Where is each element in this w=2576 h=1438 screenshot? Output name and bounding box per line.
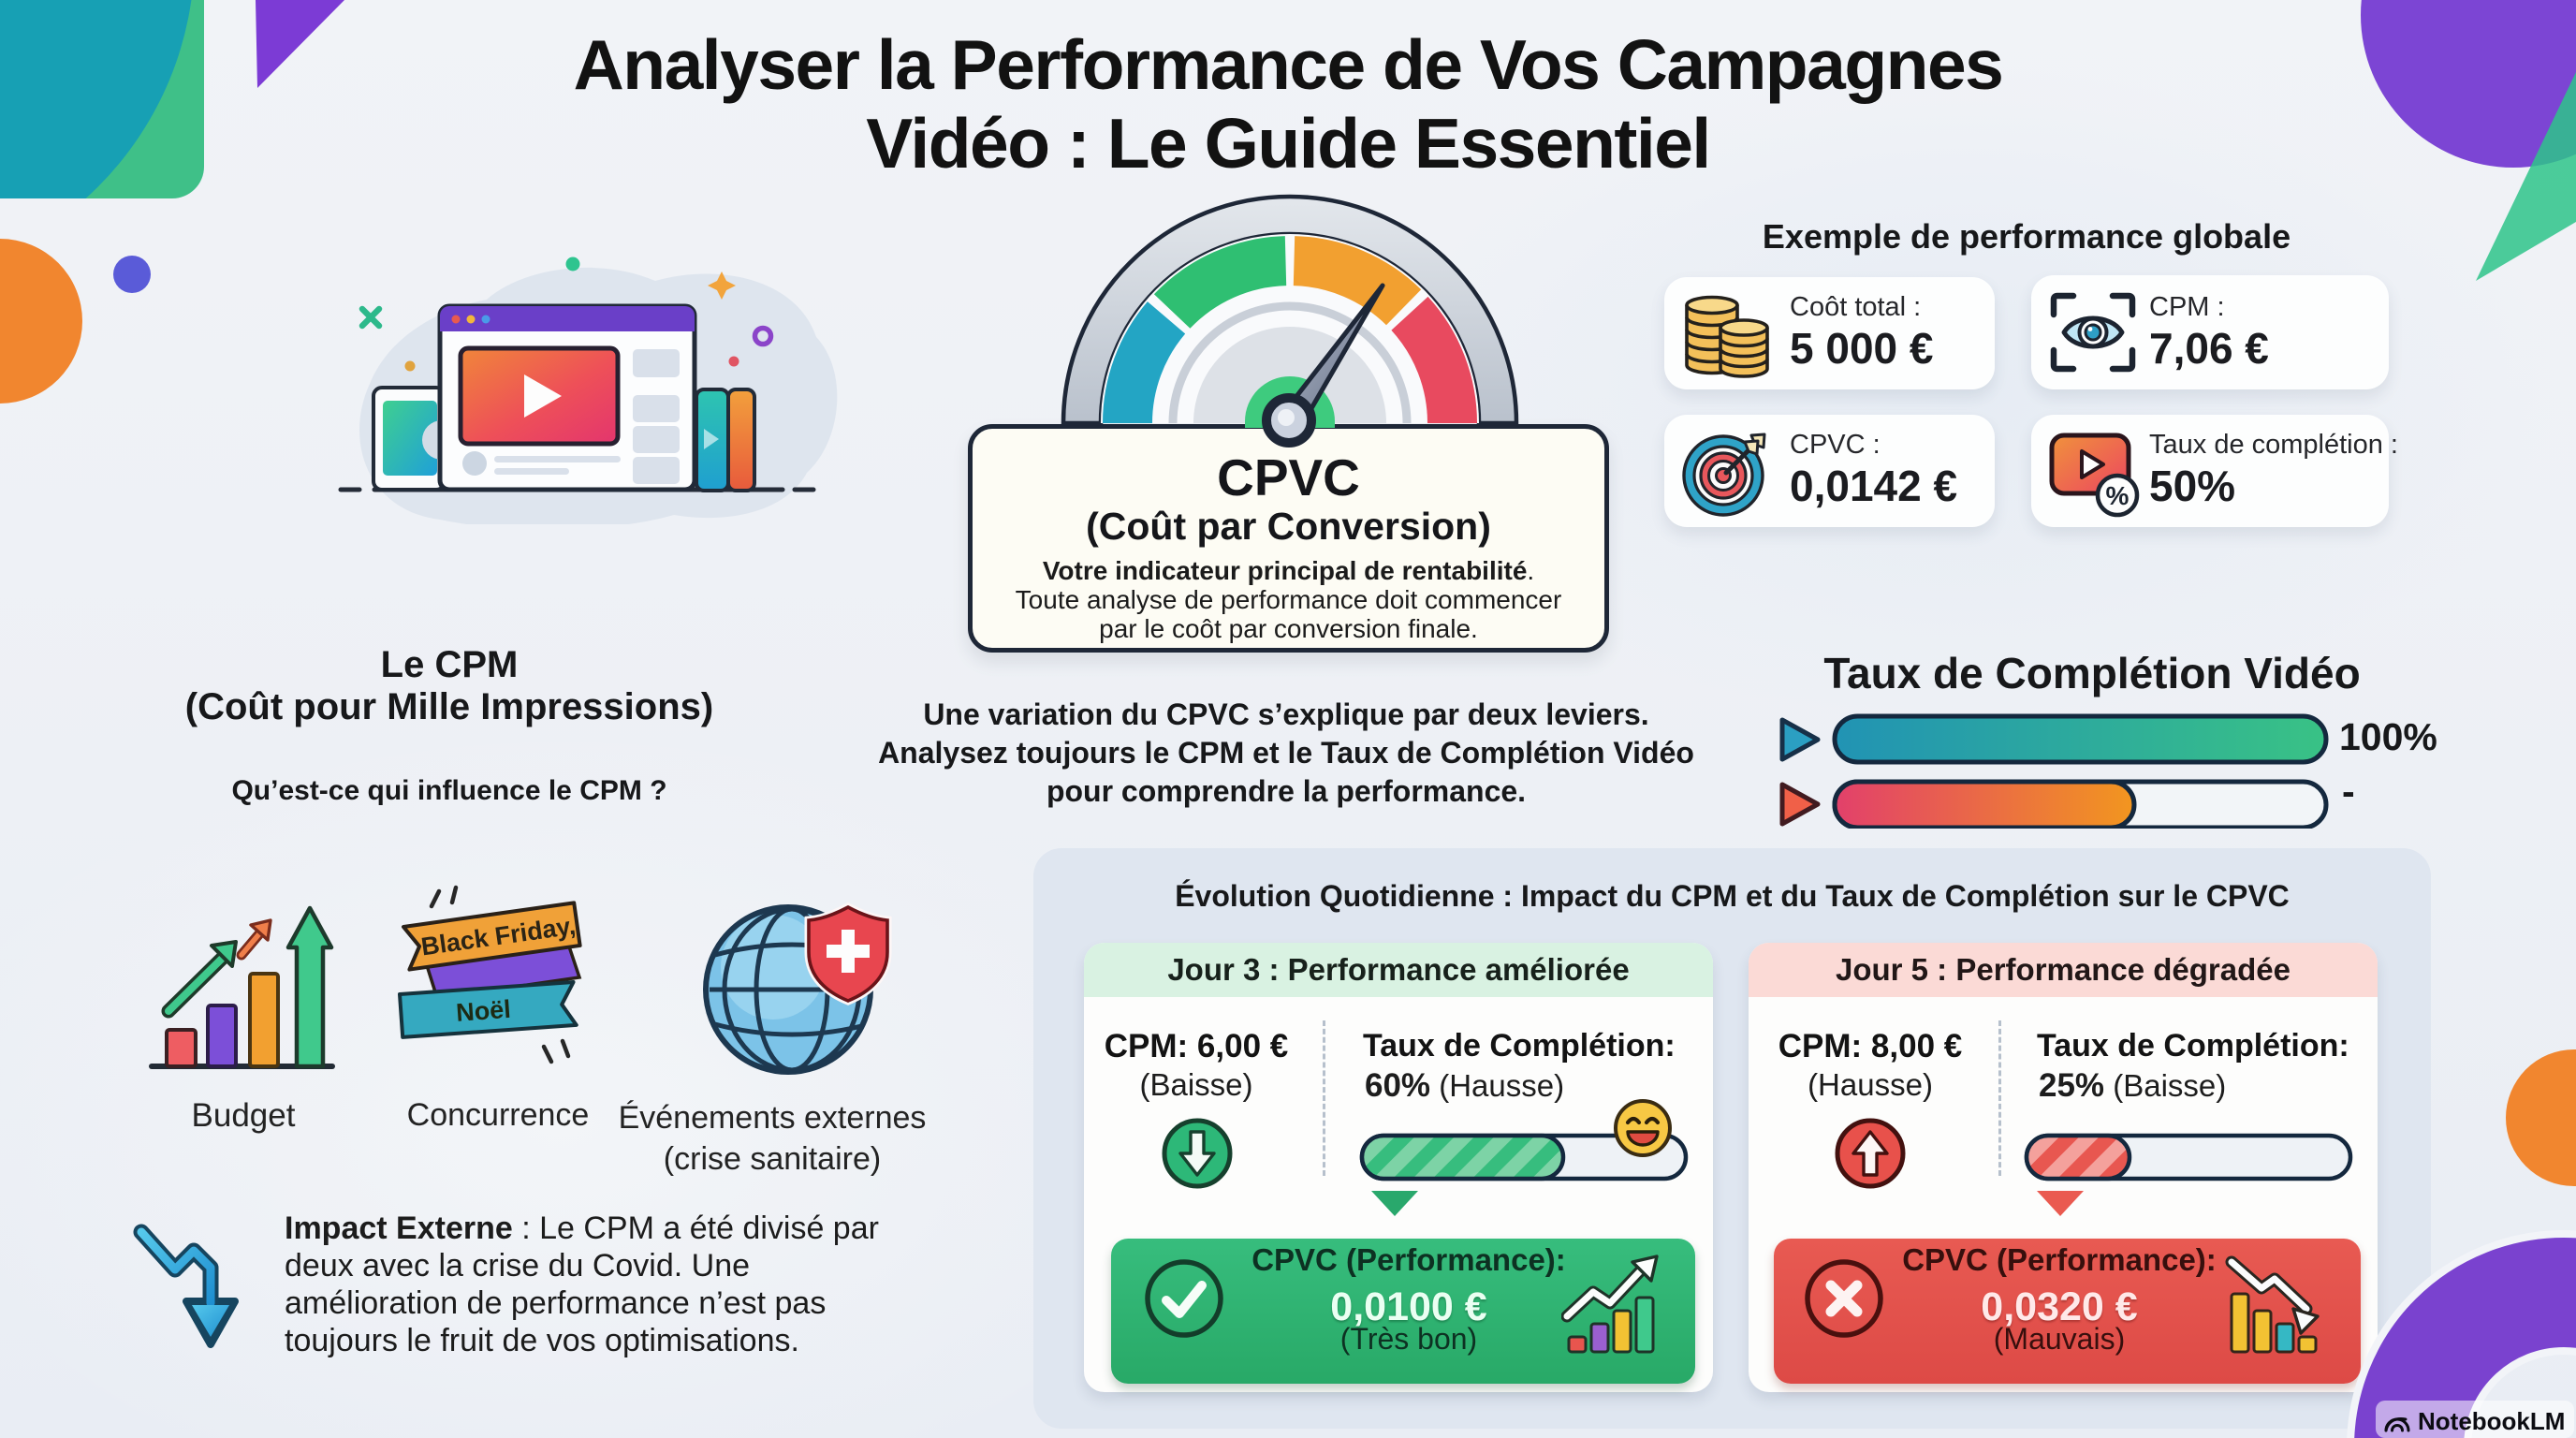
svg-text:%: %	[2106, 481, 2130, 510]
svg-text:Noël: Noël	[455, 995, 511, 1027]
